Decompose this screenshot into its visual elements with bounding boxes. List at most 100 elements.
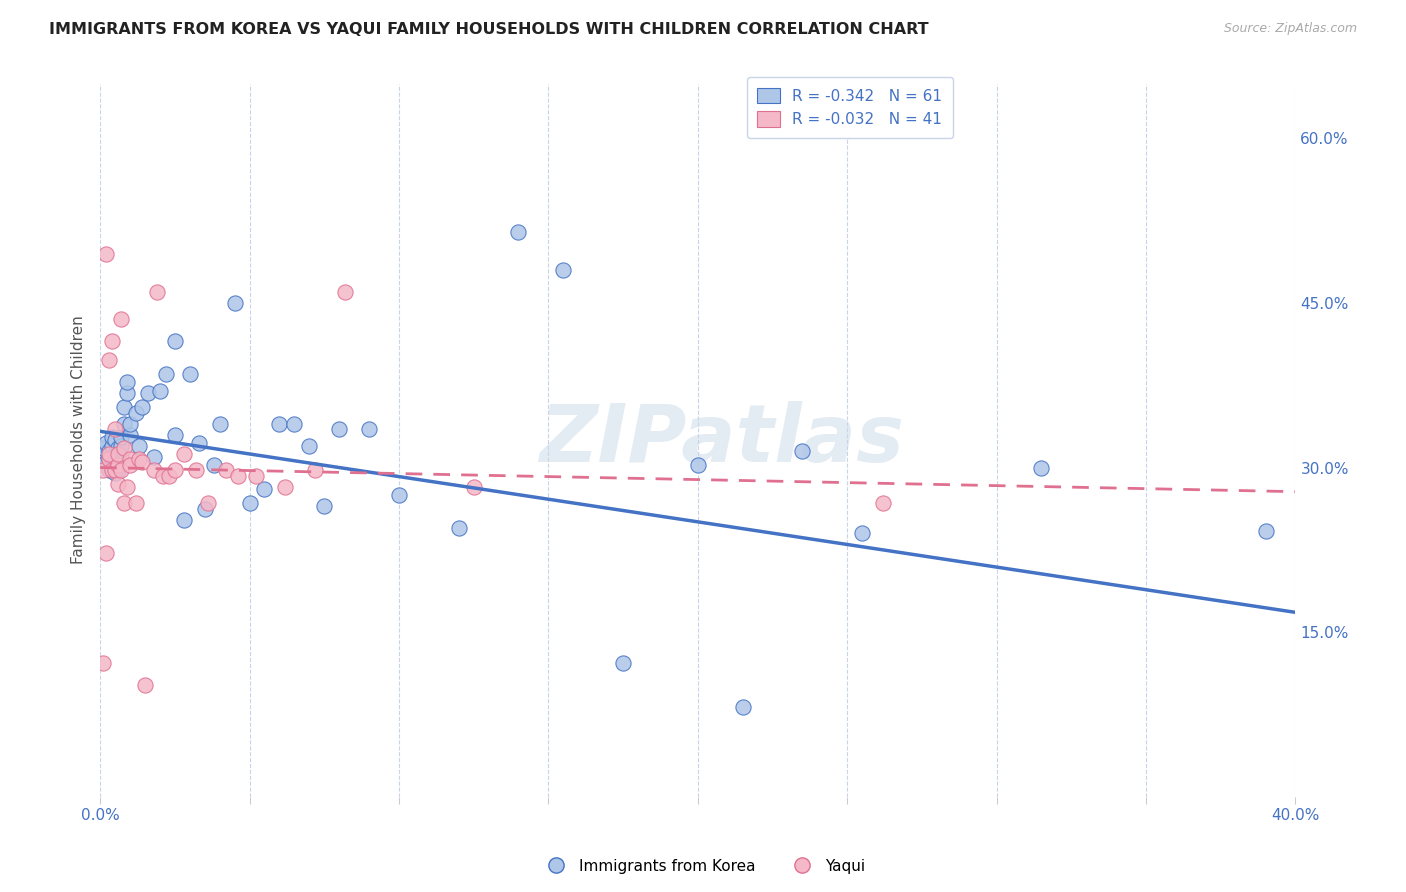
Point [245, 469, 267, 483]
Point [125, 496, 148, 510]
Point [101, 458, 124, 473]
Point [197, 496, 219, 510]
Point [107, 441, 129, 455]
Point [118, 458, 141, 473]
Legend: R = -0.342   N = 61, R = -0.032   N = 41: R = -0.342 N = 61, R = -0.032 N = 41 [747, 77, 953, 138]
Point [112, 496, 135, 510]
Point [104, 447, 127, 461]
Text: IMMIGRANTS FROM KOREA VS YAQUI FAMILY HOUSEHOLDS WITH CHILDREN CORRELATION CHART: IMMIGRANTS FROM KOREA VS YAQUI FAMILY HO… [49, 22, 929, 37]
Point [1031, 460, 1053, 475]
Point [226, 469, 249, 483]
Point [91, 441, 114, 455]
Point [184, 463, 207, 477]
Point [359, 422, 381, 436]
Point [115, 375, 138, 389]
Point [128, 439, 150, 453]
Point [187, 436, 209, 450]
Point [612, 656, 634, 670]
Point [110, 430, 132, 444]
Point [269, 417, 291, 431]
Point [107, 447, 129, 461]
Point [163, 427, 186, 442]
Point [553, 263, 575, 277]
Point [98, 451, 121, 466]
Point [298, 439, 321, 453]
Point [238, 496, 260, 510]
Point [94, 455, 117, 469]
Legend: Immigrants from Korea, Yaqui: Immigrants from Korea, Yaqui [536, 853, 870, 880]
Point [179, 368, 201, 382]
Y-axis label: Family Households with Children: Family Households with Children [72, 316, 86, 565]
Point [112, 417, 135, 431]
Point [94, 546, 117, 560]
Point [283, 417, 305, 431]
Point [333, 285, 356, 299]
Point [128, 451, 150, 466]
Point [107, 463, 129, 477]
Point [173, 447, 195, 461]
Point [792, 444, 814, 458]
Point [125, 406, 148, 420]
Point [686, 458, 709, 473]
Point [118, 427, 141, 442]
Point [98, 463, 121, 477]
Point [91, 463, 114, 477]
Point [112, 400, 135, 414]
Point [104, 466, 127, 480]
Point [118, 451, 141, 466]
Point [214, 463, 236, 477]
Point [508, 225, 530, 239]
Point [134, 678, 156, 692]
Point [274, 480, 297, 494]
Point [208, 417, 231, 431]
Point [253, 483, 276, 497]
Point [104, 433, 127, 447]
Point [731, 699, 754, 714]
Point [224, 296, 246, 310]
Point [851, 526, 873, 541]
Point [388, 488, 411, 502]
Point [155, 368, 177, 382]
Point [163, 334, 186, 349]
Point [98, 444, 121, 458]
Point [104, 463, 127, 477]
Point [194, 502, 217, 516]
Point [118, 417, 141, 431]
Point [146, 285, 169, 299]
Point [163, 463, 186, 477]
Point [110, 312, 132, 326]
Point [1254, 524, 1277, 538]
Point [91, 656, 114, 670]
Point [304, 463, 326, 477]
Point [152, 469, 174, 483]
Point [131, 400, 153, 414]
Point [94, 436, 117, 450]
Point [142, 463, 165, 477]
Point [101, 334, 124, 349]
Point [447, 521, 470, 535]
Point [94, 246, 117, 260]
Point [136, 386, 159, 401]
Point [173, 513, 195, 527]
Text: ZIPatlas: ZIPatlas [538, 401, 904, 479]
Point [98, 353, 121, 368]
Point [107, 477, 129, 491]
Point [101, 463, 124, 477]
Point [202, 458, 225, 473]
Point [107, 451, 129, 466]
Point [91, 450, 114, 464]
Point [157, 469, 180, 483]
Point [314, 499, 336, 513]
Point [110, 463, 132, 477]
Point [101, 439, 124, 453]
Point [110, 450, 132, 464]
Text: Source: ZipAtlas.com: Source: ZipAtlas.com [1223, 22, 1357, 36]
Point [98, 447, 121, 461]
Point [104, 422, 127, 436]
Point [142, 450, 165, 464]
Point [463, 480, 485, 494]
Point [328, 422, 350, 436]
Point [115, 480, 138, 494]
Point [149, 384, 172, 398]
Point [110, 439, 132, 453]
